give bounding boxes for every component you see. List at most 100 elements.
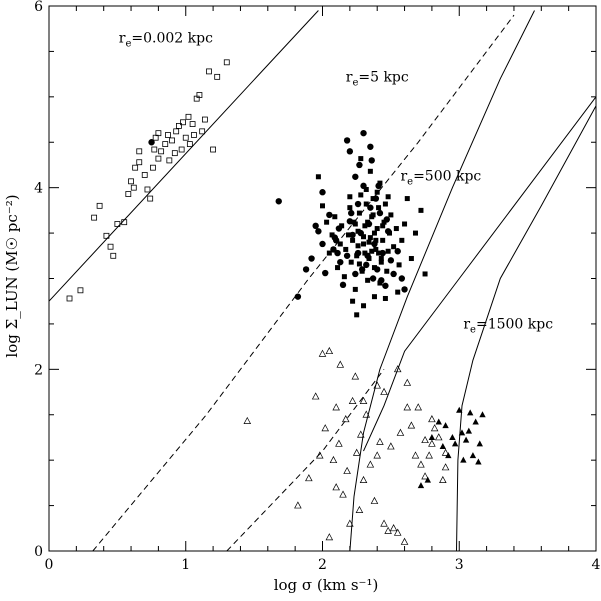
open-triangle-point [384,526,392,534]
filled-square-point [399,237,405,243]
data-points [66,59,486,545]
open-square-point [169,137,175,144]
open-triangle-point [339,490,347,498]
model-curve [92,14,515,552]
curve-label: re=0.002 kpc [119,30,213,49]
open-triangle-point [348,396,357,404]
filled-circle-point [326,211,333,219]
filled-circle-point [367,204,374,211]
open-triangle-point [243,416,252,424]
filled-square-point [355,243,361,249]
open-triangle-point [400,537,409,545]
filled-square-point [371,230,377,236]
open-square-point [141,172,148,178]
open-triangle-point [441,448,450,456]
filled-square-point [352,221,358,227]
filled-square-point [337,241,343,247]
filled-square-point [365,277,371,283]
open-square-point [155,130,162,137]
filled-triangle-point [439,443,447,450]
filled-square-point [332,214,338,220]
filled-square-point [347,205,353,211]
filled-square-point [378,259,384,265]
y-tick-label: 0 [34,544,43,560]
filled-square-point [384,268,390,274]
filled-triangle-point [466,409,474,416]
open-square-point [173,128,180,135]
filled-triangle-point [460,456,467,463]
filled-triangle-point [479,411,486,418]
filled-triangle-point [442,422,449,429]
model-curve [226,368,385,552]
open-triangle-point [366,460,375,468]
filled-square-point [343,246,349,252]
filled-circle-point [401,286,408,293]
filled-circle-point [376,209,384,217]
filled-square-point [377,180,383,186]
open-square-point [150,164,156,171]
filled-circle-point [398,275,406,282]
x-tick-label: 4 [592,557,601,573]
open-triangle-point [380,519,388,527]
y-tick-label: 4 [34,181,43,197]
model-curve [48,10,319,302]
filled-square-point [356,261,362,267]
filled-square-point [388,212,394,218]
open-triangle-point [332,403,340,411]
open-triangle-point [387,442,395,450]
plot-axes: 0 1 2 3 4 0 2 4 6 [34,0,600,573]
open-triangle-point [294,501,302,509]
open-triangle-point [351,372,360,380]
curve-label: re=5 kpc [346,69,409,88]
filled-circle-point [148,139,155,146]
open-square-point [110,252,117,259]
filled-circle-point [337,258,344,266]
open-triangle-point [335,439,343,447]
open-triangle-point [357,430,365,438]
filled-circle-point [363,261,370,269]
filled-square-point [367,168,373,174]
open-square-point [186,141,193,147]
filled-square-point [396,262,402,268]
filled-square-point [347,194,353,200]
filled-triangle-point [462,436,470,443]
open-square-point [66,295,73,302]
filled-square-point [382,295,388,301]
filled-circle-point [382,282,389,289]
filled-circle-point [315,228,322,235]
filled-square-point [374,189,380,195]
filled-square-point [378,256,384,262]
model-curve [456,105,597,552]
filled-square-point [374,226,380,232]
open-square-point [91,214,98,221]
filled-square-point [361,241,367,247]
x-axis-label: log σ (km s⁻¹) [274,576,379,594]
filled-square-point [412,230,418,236]
filled-square-point [369,248,375,254]
open-square-point [171,150,178,157]
filled-square-point [356,210,362,216]
open-square-point [155,155,162,162]
filled-circle-point [379,249,386,257]
open-square-point [201,116,208,123]
open-square-point [114,221,121,227]
open-square-point [77,287,84,294]
filled-square-point [367,235,373,241]
open-square-point [103,232,110,239]
filled-square-point [380,237,386,243]
plot-frame [48,5,597,552]
open-triangle-point [434,433,443,441]
filled-triangle-point [456,406,463,413]
filled-circle-point [349,231,356,239]
open-square-point [107,243,114,250]
open-square-point [121,219,128,226]
open-square-point [214,73,221,80]
y-tick-label: 2 [34,362,43,378]
filled-square-point [366,239,372,245]
open-triangle-point [325,346,334,355]
open-triangle-point [341,415,350,423]
filled-circle-point [275,198,282,205]
filled-circle-point [360,129,367,137]
filled-square-point [387,230,393,236]
filled-square-point [422,271,428,277]
